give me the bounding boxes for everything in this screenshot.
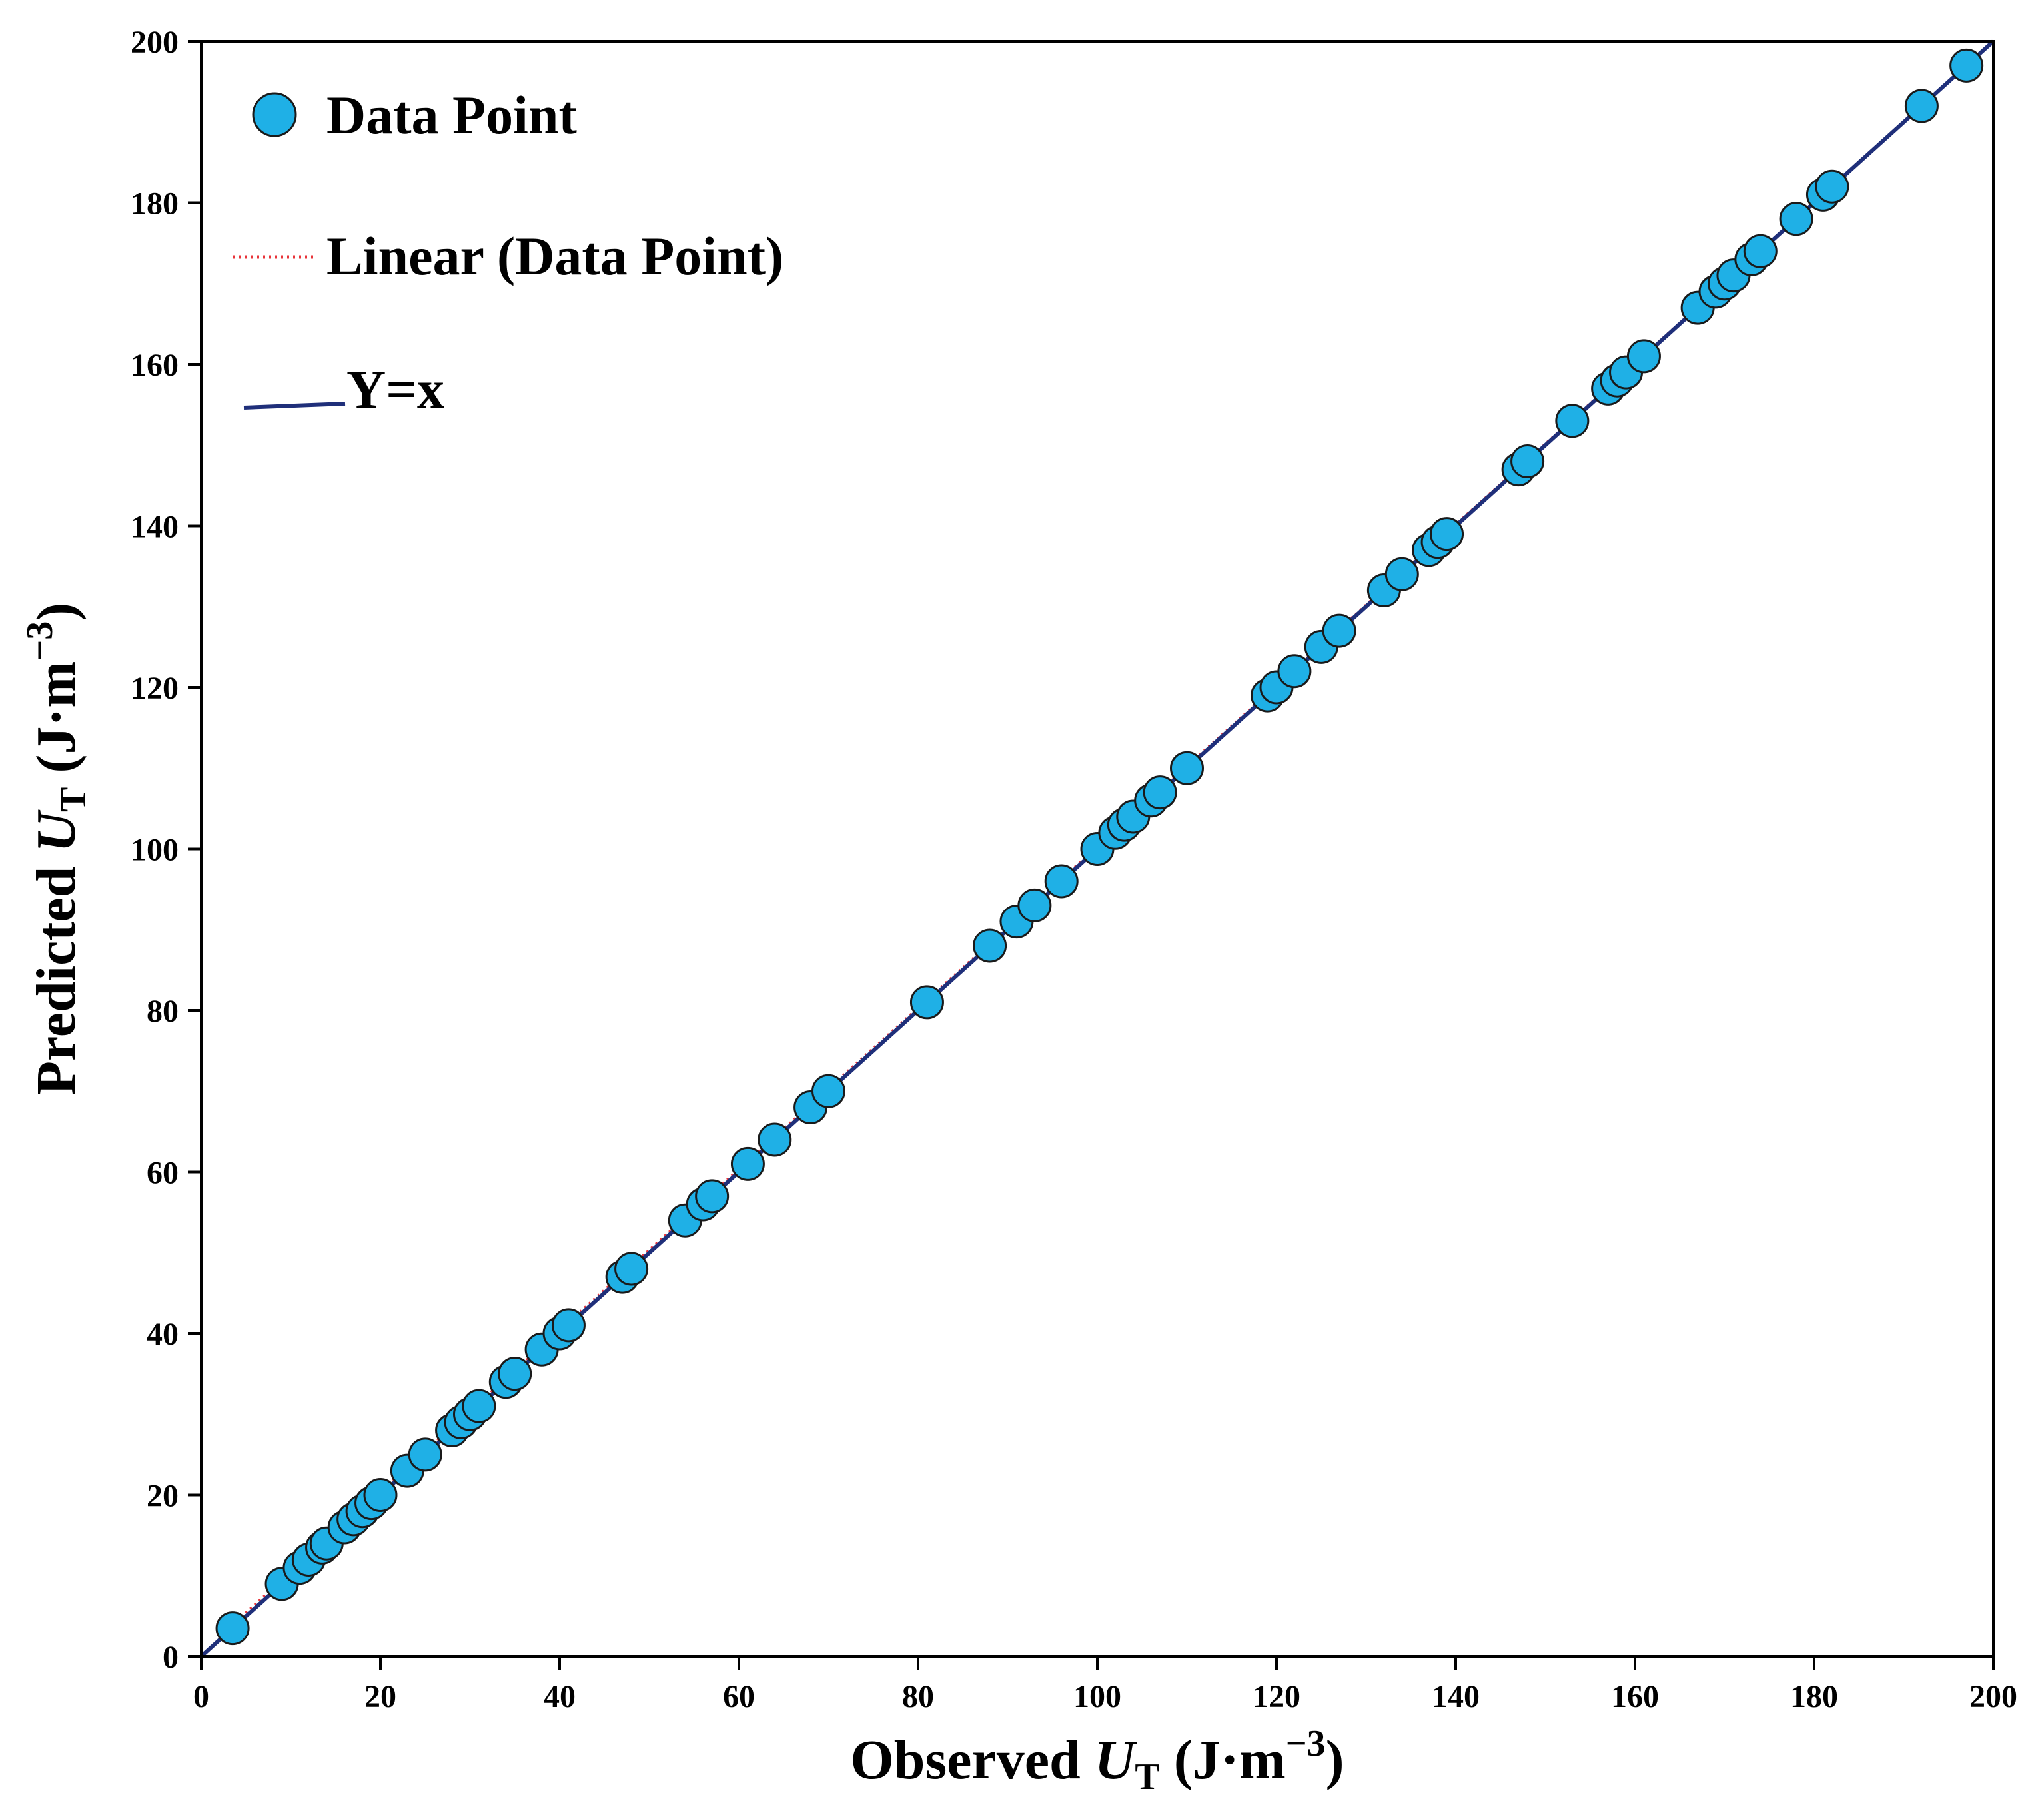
axis-ticks: 0 20 40 60 80 100 120 140 160 180 200 0 20 40 60 80 100 1… xyxy=(131,25,2017,1714)
y-axis-title-symbol: U xyxy=(25,809,87,853)
legend-label-identity: Y=x xyxy=(346,359,444,420)
data-point xyxy=(1143,775,1177,810)
y-axis-title-prefix: Predicted xyxy=(25,853,87,1096)
x-tick-label: 140 xyxy=(1432,1679,1480,1714)
data-point xyxy=(1430,517,1464,551)
x-axis-title-unit: (J·m xyxy=(1160,1729,1286,1791)
data-point xyxy=(811,1074,845,1108)
data-point xyxy=(1277,654,1312,689)
data-point xyxy=(462,1389,496,1423)
y-tick-label: 80 xyxy=(147,994,179,1029)
data-point xyxy=(1904,89,1939,123)
legend-line-identity xyxy=(243,402,346,410)
data-point xyxy=(1949,48,1984,83)
y-tick-label: 60 xyxy=(147,1156,179,1191)
data-point xyxy=(215,1611,250,1646)
data-point xyxy=(1779,202,1813,236)
data-point xyxy=(973,928,1007,963)
x-tick-label: 120 xyxy=(1253,1679,1300,1714)
data-point xyxy=(695,1179,730,1214)
data-point xyxy=(909,985,944,1020)
y-axis-title-exponent: −3 xyxy=(19,621,61,661)
x-tick-label: 60 xyxy=(723,1679,755,1714)
x-tick-label: 40 xyxy=(544,1679,576,1714)
y-tick-label: 160 xyxy=(131,348,179,383)
data-point xyxy=(1384,557,1419,591)
x-axis-title-prefix: Observed xyxy=(850,1729,1094,1791)
data-point xyxy=(1510,444,1545,478)
x-tick-label: 20 xyxy=(364,1679,396,1714)
x-axis-title-symbol: U xyxy=(1095,1729,1138,1791)
y-tick-label: 40 xyxy=(147,1317,179,1352)
legend: Data Point Linear (Data Point) Y=x xyxy=(233,85,783,420)
data-point xyxy=(1044,864,1079,899)
data-point xyxy=(551,1308,586,1343)
x-tick-label: 80 xyxy=(902,1679,934,1714)
x-axis-title-exponent: −3 xyxy=(1286,1723,1326,1764)
data-point xyxy=(730,1146,765,1181)
data-point xyxy=(614,1252,649,1286)
x-tick-label: 0 xyxy=(193,1679,209,1714)
plot-frame xyxy=(200,40,1995,1658)
y-tick-label: 140 xyxy=(131,510,179,545)
x-axis-title-subscript: T xyxy=(1135,1756,1159,1798)
data-point xyxy=(758,1122,792,1157)
data-point xyxy=(1555,404,1590,438)
data-point xyxy=(1322,613,1356,648)
data-point xyxy=(1815,169,1849,204)
data-point xyxy=(1170,751,1204,785)
y-axis-title-close: ) xyxy=(25,603,87,621)
x-tick-label: 160 xyxy=(1611,1679,1659,1714)
y-tick-label: 200 xyxy=(131,25,179,60)
legend-label-data-point: Data Point xyxy=(326,85,577,145)
data-point xyxy=(363,1478,398,1512)
y-tick-label: 120 xyxy=(131,671,179,706)
y-axis-title: Predicted UT (J·m−3) xyxy=(19,603,94,1096)
data-point xyxy=(498,1357,532,1391)
y-tick-label: 0 xyxy=(163,1640,179,1675)
x-tick-label: 200 xyxy=(1969,1679,2017,1714)
data-points xyxy=(215,48,1984,1646)
data-point xyxy=(1743,234,1778,268)
y-axis-title-subscript: T xyxy=(53,787,94,812)
data-point xyxy=(408,1437,442,1472)
x-axis-title: Observed UT (J·m−3) xyxy=(850,1723,1344,1798)
data-point xyxy=(1626,339,1661,374)
data-point xyxy=(1017,888,1052,922)
x-axis-title-close: ) xyxy=(1326,1729,1344,1791)
y-axis-title-unit: (J·m xyxy=(25,661,87,787)
y-tick-label: 100 xyxy=(131,833,179,868)
x-tick-label: 100 xyxy=(1073,1679,1121,1714)
x-tick-label: 180 xyxy=(1790,1679,1838,1714)
y-tick-label: 20 xyxy=(147,1479,179,1514)
legend-marker-data-point xyxy=(252,92,297,137)
legend-label-linear: Linear (Data Point) xyxy=(326,226,783,286)
y-tick-label: 180 xyxy=(131,186,179,222)
